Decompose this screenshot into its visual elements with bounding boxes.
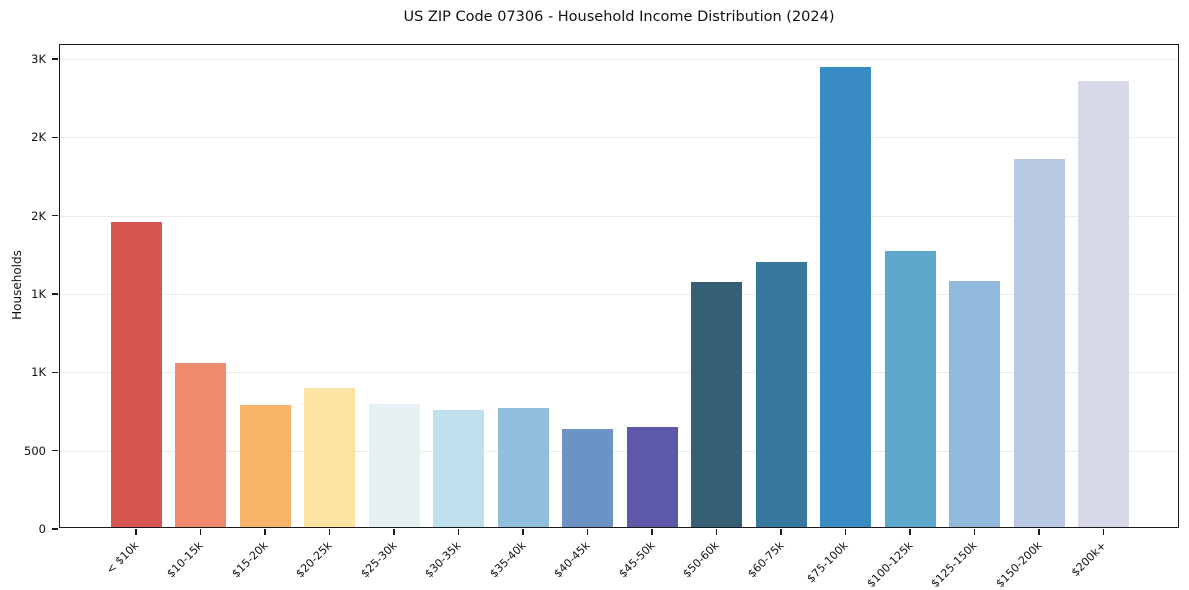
x-tick-label: $150-200k xyxy=(993,539,1045,590)
gridline xyxy=(60,294,1178,296)
x-tick-label: $75-100k xyxy=(804,539,851,586)
x-axis-tick xyxy=(715,529,718,535)
bar-45-50k xyxy=(626,426,678,527)
x-axis-tick xyxy=(393,529,395,535)
y-axis-tick xyxy=(52,371,58,374)
x-tick-label: < $10k xyxy=(103,539,142,577)
bar-35-40k xyxy=(497,407,549,527)
x-tick-label: $10-15k xyxy=(164,539,206,581)
x-axis-tick xyxy=(844,529,847,535)
x-axis-tick xyxy=(328,529,331,535)
y-tick-label: 1K xyxy=(31,365,46,380)
y-axis-tick xyxy=(52,58,58,60)
x-tick-label: $25-30k xyxy=(357,539,400,581)
x-axis-tick xyxy=(586,529,589,535)
x-tick-label: $100-125k xyxy=(864,539,916,590)
y-axis-tick xyxy=(52,293,58,295)
gridline xyxy=(60,450,1178,452)
bar-10-15k xyxy=(175,363,226,527)
y-tick-label: 2K xyxy=(31,130,46,145)
bar-15-20k xyxy=(239,404,291,527)
bar-60-75k xyxy=(755,261,807,527)
x-axis-tick xyxy=(909,529,911,535)
x-tick-label: $50-60k xyxy=(680,539,722,581)
x-tick-label: $60-75k xyxy=(744,539,787,581)
x-tick-label: $125-150k xyxy=(928,539,980,590)
x-tick-label: $35-40k xyxy=(486,539,529,581)
gridline xyxy=(60,372,1178,374)
bar-25-30k xyxy=(368,404,420,527)
bar-40-45k xyxy=(562,429,613,527)
y-axis-tick xyxy=(52,214,58,217)
bar-200k xyxy=(1078,80,1129,527)
x-axis-tick xyxy=(264,529,266,535)
x-axis-tick xyxy=(973,529,976,535)
x-tick-label: $45-50k xyxy=(615,539,658,581)
x-axis-tick xyxy=(522,529,524,535)
y-axis-tick xyxy=(52,449,58,452)
x-tick-label: $30-35k xyxy=(422,539,464,581)
x-axis-tick xyxy=(780,529,782,535)
y-tick-label: 500 xyxy=(24,443,46,458)
x-axis-tick xyxy=(135,529,137,535)
gridline xyxy=(60,137,1178,139)
plot-area: 0 500 1K 1K 2K 2K 3K < $10k $10-15k $15-20k $20-25… xyxy=(24,44,1179,590)
bar-50-60k xyxy=(691,281,742,527)
gridline xyxy=(60,215,1178,217)
y-axis-tick xyxy=(52,136,58,139)
x-tick-label: $20-25k xyxy=(293,539,335,581)
x-tick-label: $200k+ xyxy=(1068,539,1109,580)
bar-30-35k xyxy=(433,410,484,527)
bar-20-25k xyxy=(304,387,355,527)
y-tick-label: 1K xyxy=(31,287,46,302)
y-axis-tick xyxy=(52,528,58,530)
bar-75-100k xyxy=(820,66,871,527)
y-tick-label: 3K xyxy=(31,52,46,67)
bar-125-150k xyxy=(949,281,1000,527)
x-axis-tick xyxy=(651,529,653,535)
bar-10k xyxy=(110,221,162,527)
gridline xyxy=(60,59,1178,61)
bar-100-125k xyxy=(884,250,936,527)
x-axis-tick xyxy=(199,529,202,535)
x-axis-tick xyxy=(457,529,460,535)
x-tick-label: $15-20k xyxy=(228,539,271,581)
chart-title: US ZIP Code 07306 - Household Income Dis… xyxy=(403,9,835,25)
x-axis-tick xyxy=(1102,529,1105,535)
x-axis-tick xyxy=(1038,529,1040,535)
x-tick-label: $40-45k xyxy=(551,539,593,581)
bar-150-200k xyxy=(1013,158,1065,527)
y-axis-label: Households xyxy=(10,250,24,320)
y-tick-label: 2K xyxy=(31,208,46,223)
y-tick-label: 0 xyxy=(38,522,46,536)
